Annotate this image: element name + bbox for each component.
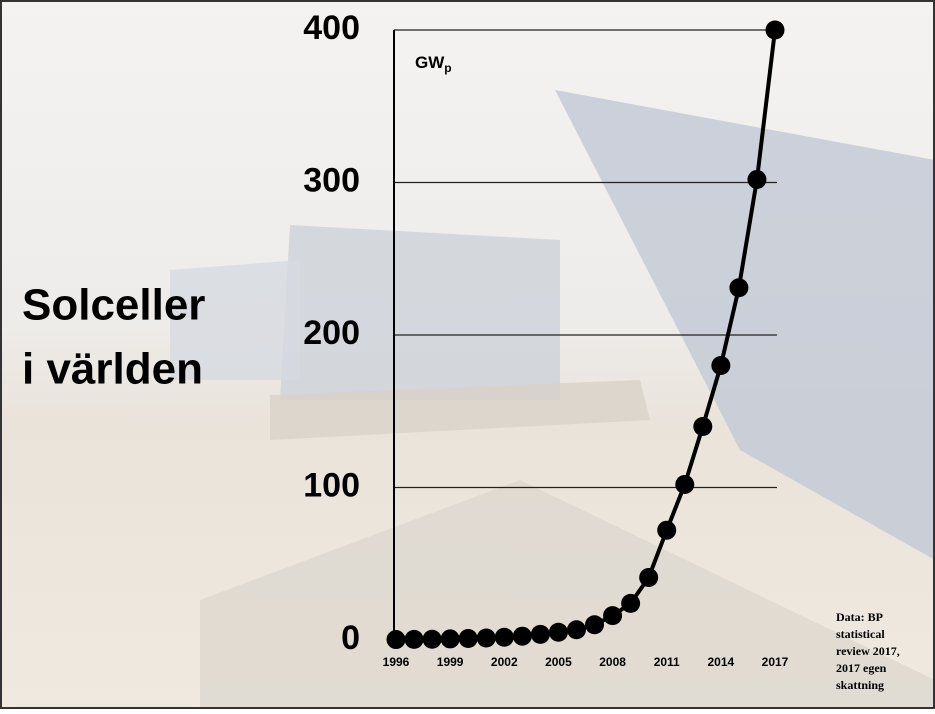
unit-label: GWp xyxy=(415,53,452,75)
source-note: statistical xyxy=(836,627,885,641)
x-tick-label: 2008 xyxy=(599,655,626,669)
y-tick-label: 0 xyxy=(341,619,360,657)
y-tick-label: 300 xyxy=(303,161,360,199)
unit-sub: p xyxy=(444,61,451,75)
x-tick-label: 1999 xyxy=(437,655,464,669)
source-note: Data: BP xyxy=(836,610,883,624)
source-note: 2017 egen xyxy=(836,661,887,675)
x-tick-label: 2017 xyxy=(762,655,789,669)
data-point xyxy=(711,356,731,375)
data-point xyxy=(494,627,514,647)
title-line: Solceller xyxy=(22,281,205,330)
data-point xyxy=(548,622,568,642)
data-point xyxy=(512,626,532,646)
data-point xyxy=(675,474,695,494)
y-tick-label: 200 xyxy=(303,314,360,352)
title-line: i världen xyxy=(22,345,203,394)
x-tick-label: 2011 xyxy=(654,655,680,669)
y-tick-label: 100 xyxy=(303,466,360,504)
data-point xyxy=(747,169,767,189)
data-point xyxy=(765,20,785,40)
data-point xyxy=(566,620,586,640)
data-point xyxy=(530,624,550,644)
data-point xyxy=(639,567,659,587)
unit-main: GW xyxy=(415,53,445,72)
source-note: review 2017, xyxy=(836,644,900,658)
data-point xyxy=(657,520,677,540)
data-point xyxy=(476,628,496,648)
y-tick-label: 400 xyxy=(303,9,360,47)
data-point xyxy=(404,629,424,649)
data-point xyxy=(422,629,442,649)
data-point xyxy=(458,628,478,648)
data-point xyxy=(603,606,623,626)
data-point xyxy=(386,630,406,650)
x-tick-label: 2002 xyxy=(491,655,518,669)
data-point xyxy=(621,593,641,613)
source-note: skattning xyxy=(836,678,884,692)
data-point xyxy=(729,278,749,298)
data-point xyxy=(585,615,605,635)
data-point xyxy=(693,417,713,436)
x-tick-label: 2014 xyxy=(708,655,735,669)
x-tick-label: 2005 xyxy=(545,655,572,669)
x-tick-label: 1996 xyxy=(383,655,410,669)
data-point xyxy=(440,629,460,649)
